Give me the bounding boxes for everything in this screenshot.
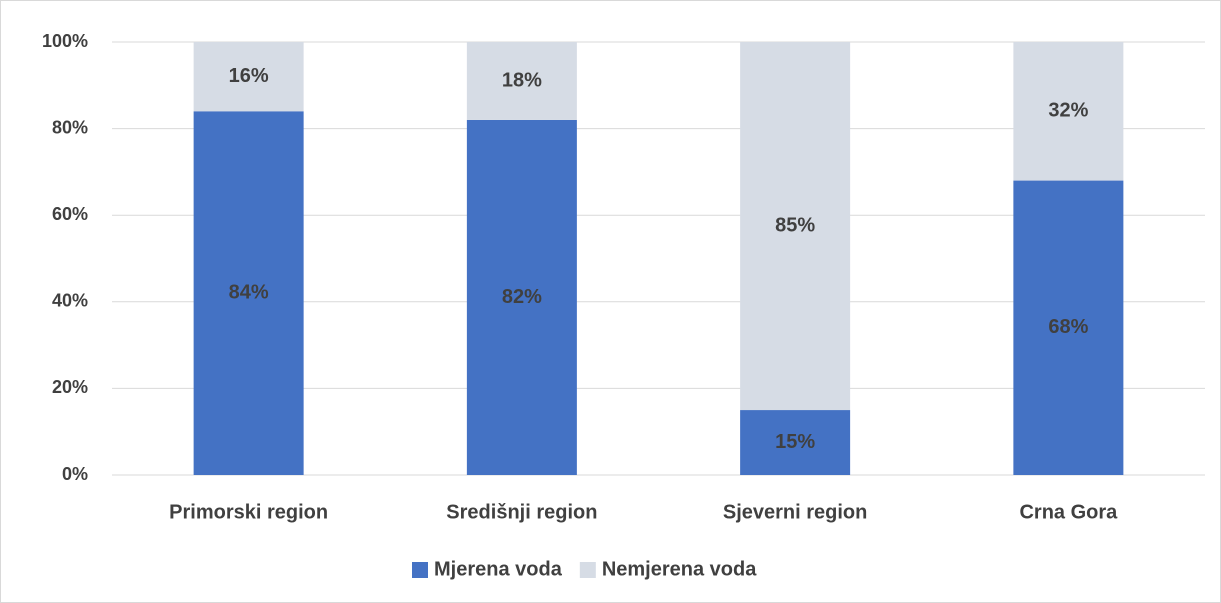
bar-segment [740, 42, 851, 411]
bar-segment [193, 42, 304, 112]
x-tick-label: Središnji region [446, 501, 597, 523]
y-tick-label: 60% [52, 204, 88, 224]
bar-segment [466, 119, 577, 475]
data-label: 16% [229, 65, 269, 87]
bar-segment [740, 410, 851, 475]
x-tick-label: Sjeverni region [723, 501, 868, 523]
bar-segment [466, 42, 577, 120]
data-label: 85% [775, 214, 815, 236]
data-label: 82% [502, 286, 542, 308]
y-tick-label: 20% [52, 377, 88, 397]
legend-label: Mjerena voda [434, 558, 563, 580]
x-tick-label: Primorski region [169, 501, 328, 523]
data-label: 84% [229, 281, 269, 303]
legend-swatch [412, 562, 428, 578]
bar-segment [1013, 180, 1124, 475]
legend-swatch [579, 562, 596, 578]
y-tick-label: 80% [52, 117, 88, 137]
bar-segment [1013, 42, 1124, 181]
bar-segment [193, 111, 304, 475]
x-tick-label: Crna Gora [1019, 501, 1118, 523]
legend-label: Nemjerena voda [602, 558, 757, 580]
y-tick-label: 100% [42, 31, 88, 51]
data-label: 68% [1048, 316, 1088, 338]
data-label: 15% [775, 431, 815, 453]
y-tick-label: 40% [52, 291, 88, 311]
data-label: 32% [1048, 100, 1088, 122]
data-label: 18% [502, 69, 542, 91]
y-tick-label: 0% [62, 464, 88, 484]
